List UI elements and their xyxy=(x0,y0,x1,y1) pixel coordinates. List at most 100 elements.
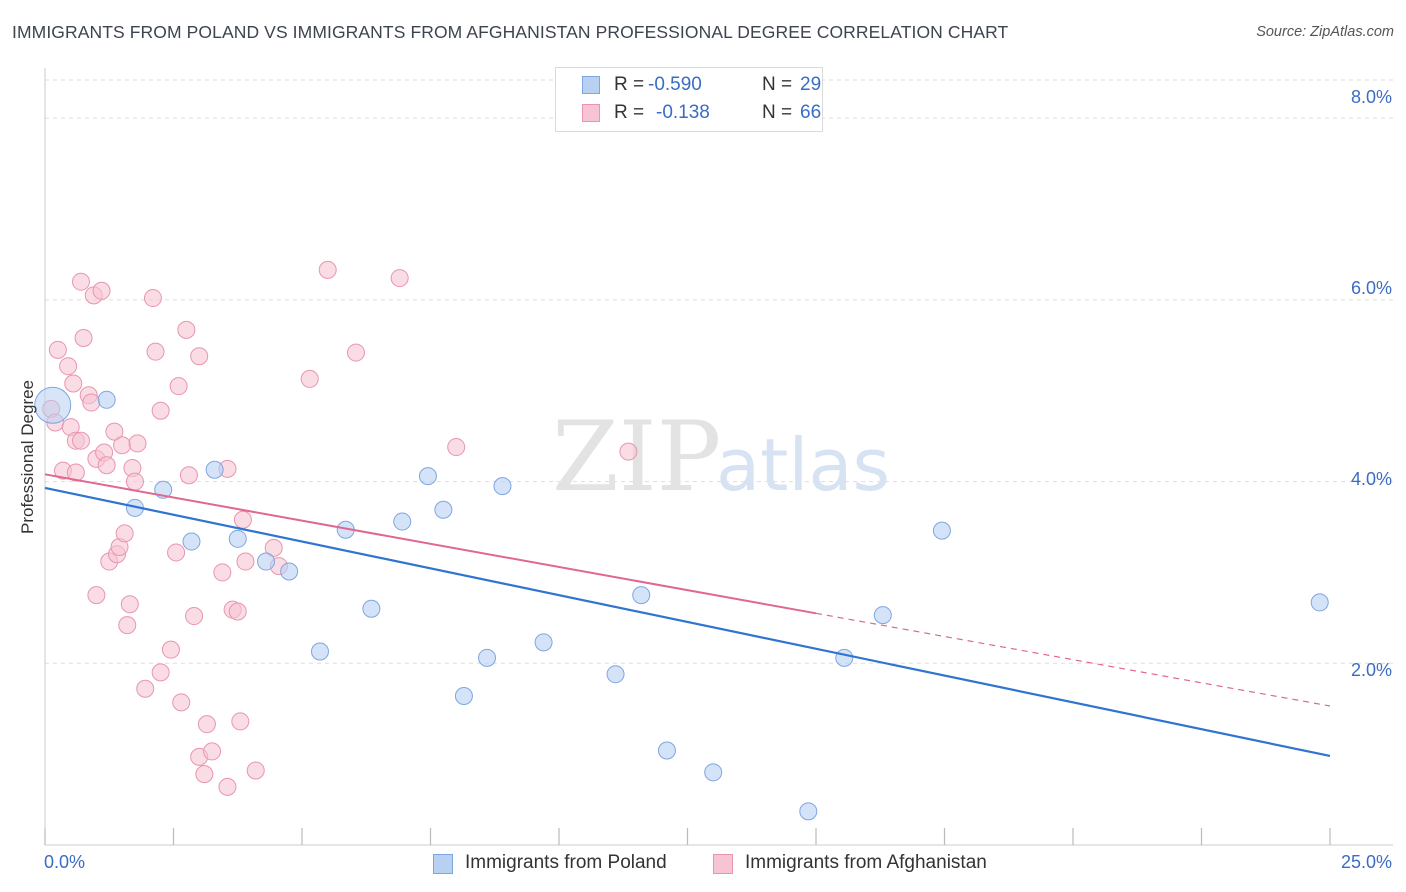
poland-swatch xyxy=(582,76,600,94)
afghanistan-point xyxy=(318,260,337,279)
afghanistan-point xyxy=(233,510,252,529)
bottom-legend-afghanistan-label: Immigrants from Afghanistan xyxy=(745,852,987,873)
afghanistan-point xyxy=(92,281,111,300)
afghanistan-point xyxy=(161,640,180,659)
watermark-atlas: atlas xyxy=(716,423,890,507)
chart-title: IMMIGRANTS FROM POLAND VS IMMIGRANTS FRO… xyxy=(12,22,1009,42)
afghanistan-point xyxy=(151,401,170,420)
correlation-legend: R = -0.590 N = 29 R = -0.138 N = 66 xyxy=(555,67,823,132)
afghanistan-point xyxy=(390,269,409,288)
afghanistan-point xyxy=(236,552,255,571)
afghanistan-swatch xyxy=(713,854,733,874)
x-tick-label-max: 25.0% xyxy=(1340,852,1392,872)
poland-point xyxy=(228,529,247,548)
series-poland-points xyxy=(34,386,1329,821)
afghanistan-point xyxy=(128,434,147,453)
poland-swatch xyxy=(433,854,453,874)
poland-point xyxy=(97,390,116,409)
afghanistan-point xyxy=(167,543,186,562)
afghanistan-point xyxy=(71,272,90,291)
afghanistan-point xyxy=(213,563,232,582)
afghanistan-point xyxy=(169,377,188,396)
source-label: Source: ZipAtlas.com xyxy=(1256,24,1394,40)
poland-trend-line xyxy=(44,486,1331,758)
afghanistan-point xyxy=(197,715,216,734)
poland-point xyxy=(434,500,453,519)
y-tick-label-8: 8.0% xyxy=(1350,87,1392,107)
afghanistan-point xyxy=(87,586,106,605)
afghanistan-point xyxy=(115,524,134,543)
legend-n-value: 66 xyxy=(800,102,822,123)
y-tick-label-2: 2.0% xyxy=(1350,660,1392,680)
poland-point xyxy=(257,552,276,571)
poland-point xyxy=(418,467,437,486)
afghanistan-point xyxy=(447,438,466,457)
afghanistan-point xyxy=(136,679,155,698)
poland-point xyxy=(493,477,512,496)
poland-point xyxy=(454,686,473,705)
afghanistan-point xyxy=(177,320,196,339)
afghanistan-point xyxy=(143,289,162,308)
afghanistan-trend-line xyxy=(44,473,817,615)
watermark-zip: ZIP xyxy=(552,401,721,513)
afghanistan-point xyxy=(228,602,247,621)
poland-point xyxy=(280,562,299,581)
y-tick-label-6: 6.0% xyxy=(1350,278,1392,298)
afghanistan-point xyxy=(151,663,170,682)
afghanistan-point xyxy=(195,765,214,784)
y-axis-label: Professional Degree xyxy=(18,379,37,535)
poland-point xyxy=(873,606,892,625)
legend-r-label: R = xyxy=(614,74,645,95)
axes xyxy=(44,68,1393,846)
afghanistan-point xyxy=(48,340,67,359)
afghanistan-point xyxy=(82,393,101,412)
legend-n-label: N = xyxy=(762,74,793,95)
poland-point xyxy=(393,512,412,531)
afghanistan-point xyxy=(346,343,365,362)
poland-point xyxy=(657,741,676,760)
x-tick-label-min: 0.0% xyxy=(44,852,86,872)
afghanistan-point xyxy=(113,436,132,455)
poland-point xyxy=(632,586,651,605)
afghanistan-point xyxy=(146,342,165,361)
afghanistan-point xyxy=(231,712,250,731)
afghanistan-point xyxy=(97,456,116,475)
legend-r-value: -0.138 xyxy=(656,102,710,123)
legend-r-label: R = xyxy=(614,102,645,123)
poland-point xyxy=(310,642,329,661)
afghanistan-point xyxy=(185,607,204,626)
afghanistan-point xyxy=(125,472,144,491)
afghanistan-point xyxy=(71,431,90,450)
afghanistan-point xyxy=(264,538,283,557)
poland-point xyxy=(799,802,818,821)
afghanistan-swatch xyxy=(582,104,600,122)
afghanistan-point xyxy=(246,761,265,780)
poland-point xyxy=(606,665,625,684)
afghanistan-point xyxy=(190,347,209,366)
afghanistan-point xyxy=(59,357,78,376)
legend-n-value: 29 xyxy=(800,74,822,95)
afghanistan-point xyxy=(118,616,137,635)
poland-point xyxy=(835,648,854,667)
poland-point xyxy=(182,532,201,551)
poland-point xyxy=(478,648,497,667)
afghanistan-point xyxy=(172,693,191,712)
afghanistan-point xyxy=(74,329,93,348)
poland-point xyxy=(932,521,951,540)
afghanistan-point xyxy=(120,595,139,614)
afghanistan-point xyxy=(203,742,222,761)
poland-point xyxy=(34,386,72,424)
trend-lines xyxy=(44,473,1331,758)
poland-point xyxy=(534,633,553,652)
afghanistan-point xyxy=(300,369,319,388)
legend-n-label: N = xyxy=(762,102,793,123)
poland-point xyxy=(205,460,224,479)
legend-r-value: -0.590 xyxy=(648,74,702,95)
afghanistan-point xyxy=(218,777,237,796)
bottom-legend-poland-label: Immigrants from Poland xyxy=(465,852,667,873)
grid-lines xyxy=(45,79,1393,664)
afghanistan-point xyxy=(64,374,83,393)
afghanistan-trend-line-extension xyxy=(815,612,1331,707)
afghanistan-point xyxy=(105,422,124,441)
